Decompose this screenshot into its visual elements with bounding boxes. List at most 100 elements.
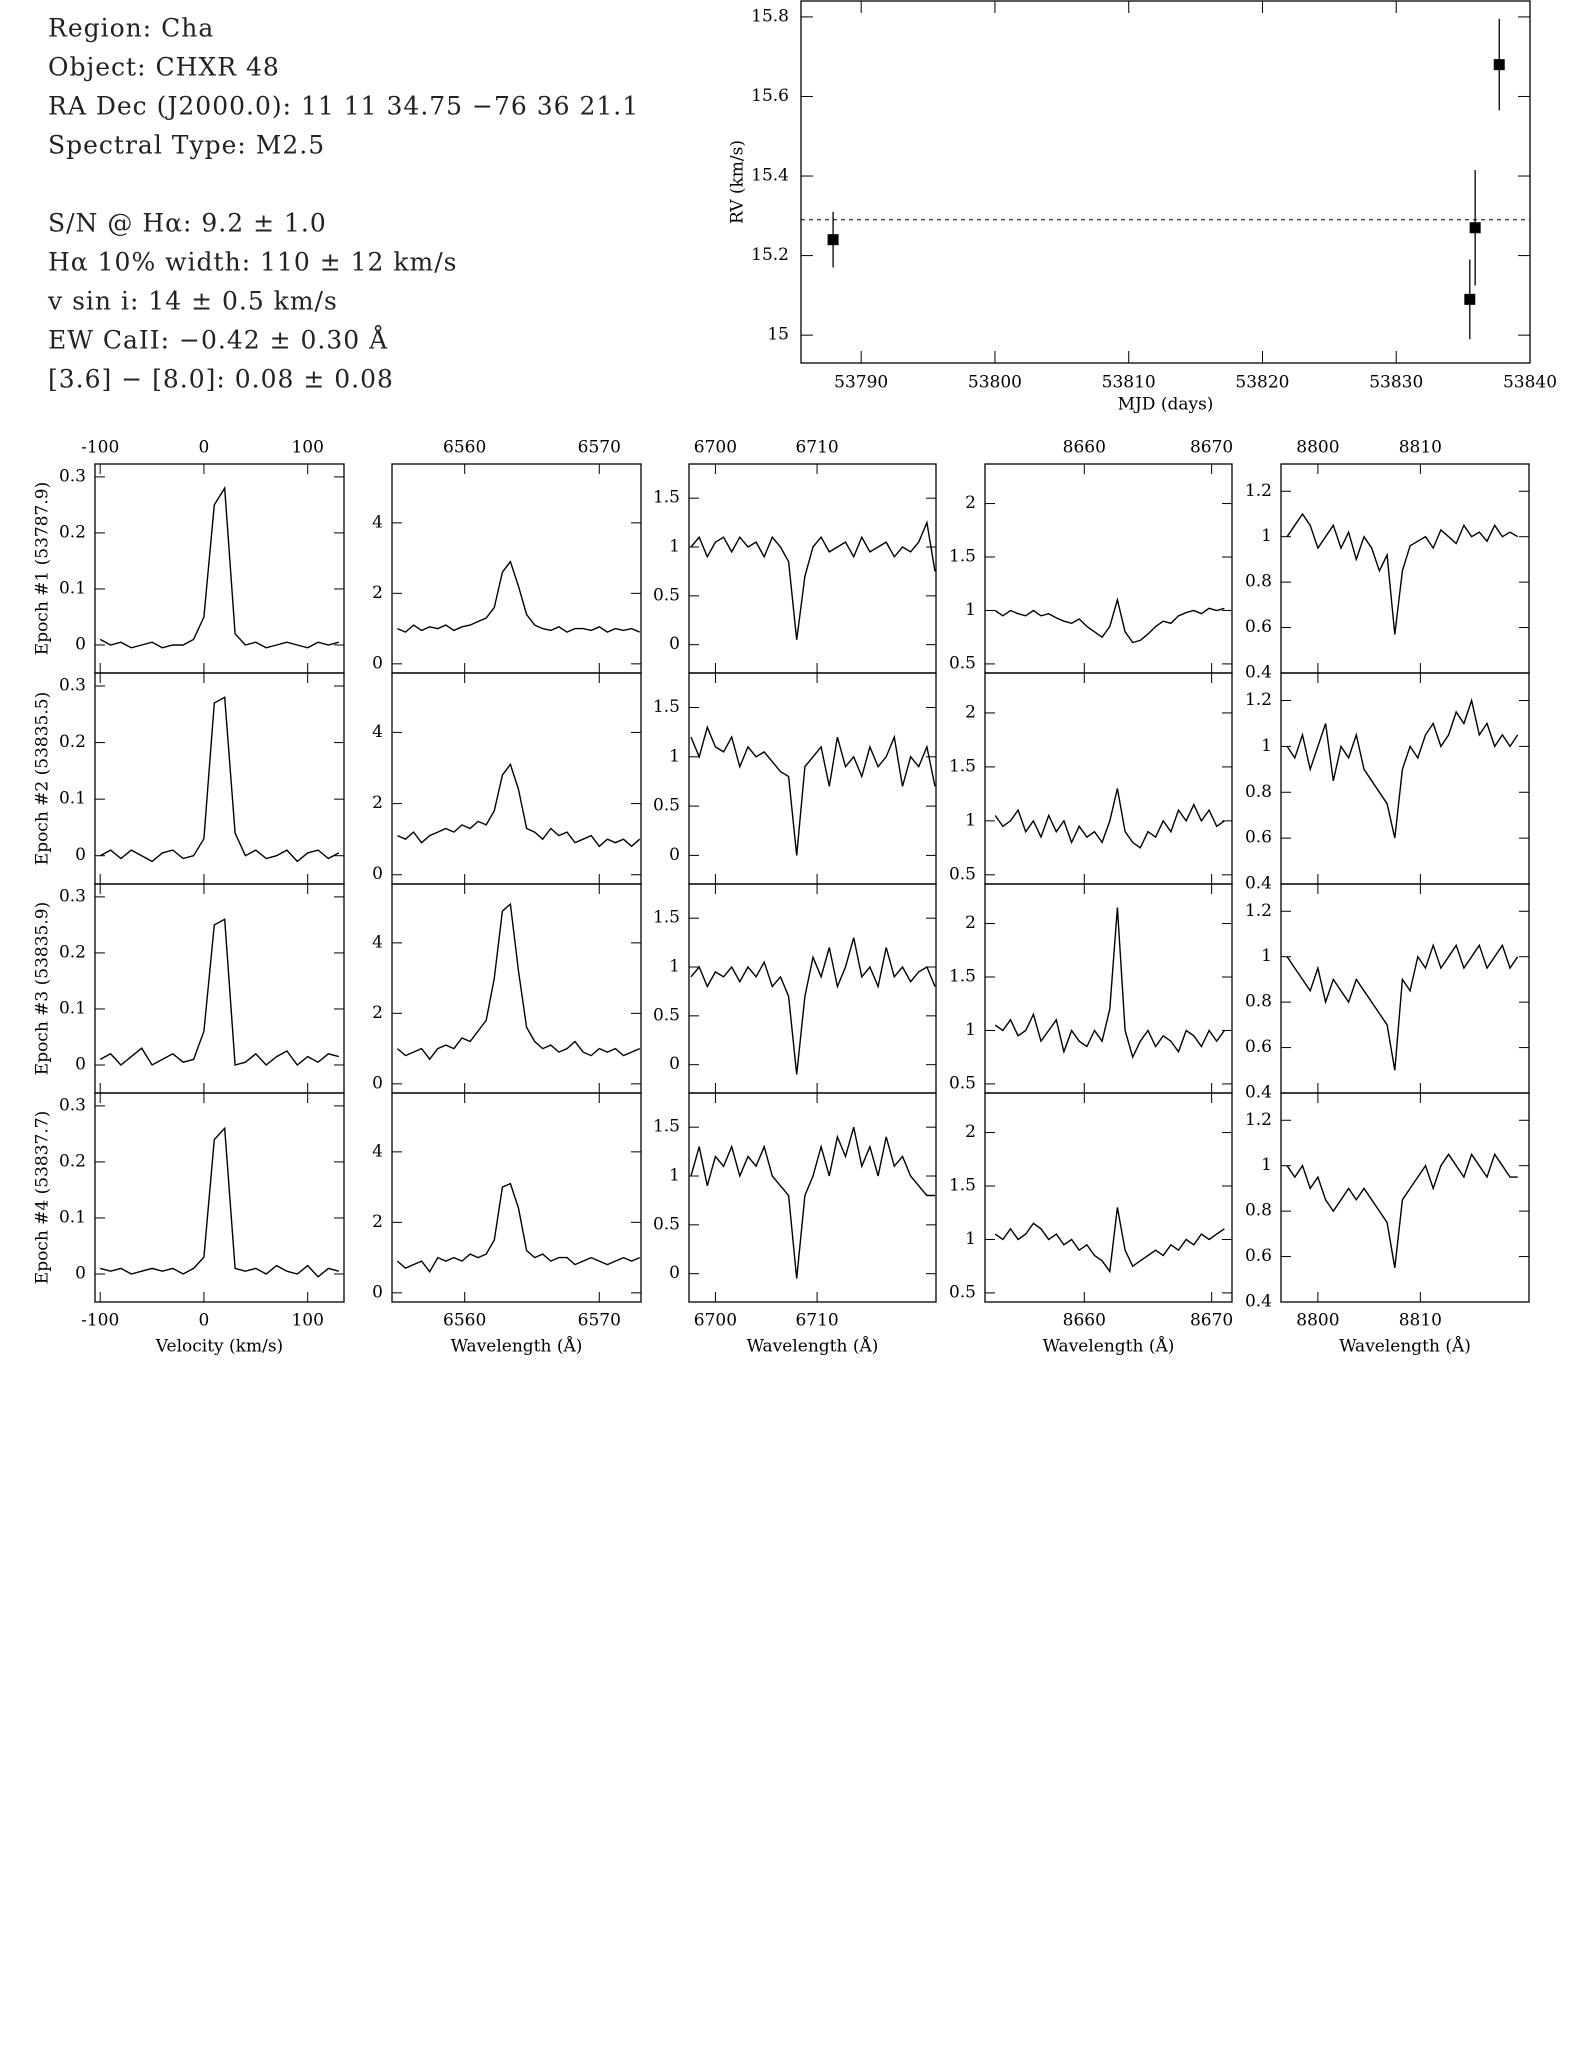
y-tick-label: 0.5: [949, 864, 976, 884]
info-line: Spectral Type: M2.5: [48, 131, 325, 160]
x-tick-label: 6560: [443, 438, 486, 458]
spectrum-line: [994, 907, 1225, 1060]
y-tick-label: 1.2: [1245, 690, 1272, 710]
x-tick-label: 6570: [578, 438, 621, 458]
x-tick-label: -100: [81, 438, 119, 458]
y-tick-label: 0.5: [949, 1073, 976, 1093]
x-tick-label: 53830: [1369, 373, 1423, 393]
panel-frame: [688, 672, 937, 885]
y-tick-label: 0.3: [59, 676, 86, 696]
y-tick-label: 15.4: [751, 166, 789, 186]
y-tick-label: 0.4: [1245, 1083, 1272, 1103]
spectrum-line: [99, 696, 340, 863]
panel-frame: [391, 883, 642, 1094]
panel-frame: [688, 463, 937, 674]
y-tick-label: 0.2: [59, 522, 86, 542]
y-tick-label: 2: [372, 1212, 383, 1232]
x-tick-label: 53790: [834, 373, 888, 393]
y-tick-label: 1: [965, 1229, 976, 1249]
info-line: Object: CHXR 48: [48, 53, 280, 82]
y-tick-label: 0.4: [1245, 1292, 1272, 1312]
y-tick-label: 0.8: [1245, 1201, 1272, 1221]
y-tick-label: 4: [372, 722, 383, 742]
y-tick-label: 0.2: [59, 1151, 86, 1171]
y-tick-label: 0: [669, 1054, 680, 1074]
y-tick-label: 1.5: [653, 697, 680, 717]
x-axis-label: Wavelength (Å): [747, 1336, 879, 1357]
panel-frame: [984, 883, 1233, 1094]
y-tick-label: 4: [372, 932, 383, 952]
y-tick-label: 0.2: [59, 732, 86, 752]
x-tick-label: 8660: [1063, 1311, 1106, 1331]
y-tick-label: 1: [1261, 526, 1272, 546]
panel-frame: [984, 1092, 1233, 1303]
x-tick-label: 6710: [795, 438, 838, 458]
x-tick-label: 8800: [1296, 438, 1339, 458]
y-tick-label: 1: [1261, 736, 1272, 756]
y-tick-label: 1: [965, 600, 976, 620]
info-line: S/N @ Hα: 9.2 ± 1.0: [48, 209, 327, 238]
y-tick-label: 0: [75, 634, 86, 654]
y-tick-label: 2: [965, 1122, 976, 1142]
spectrum-line: [1286, 1152, 1518, 1269]
y-tick-label: 0: [372, 1282, 383, 1302]
data-point: [1493, 59, 1505, 71]
x-tick-label: 53810: [1102, 373, 1156, 393]
spectrum-line: [397, 560, 640, 633]
data-point: [827, 234, 839, 246]
row-label: Epoch #2 (53835.5): [33, 692, 53, 865]
y-tick-label: 15.8: [751, 6, 789, 26]
y-tick-label: 0.6: [1245, 617, 1272, 637]
info-line: v sin i: 14 ± 0.5 km/s: [47, 287, 338, 316]
y-tick-label: 1: [669, 1166, 680, 1186]
panel-frame: [688, 883, 937, 1094]
panel-frame: [391, 463, 642, 674]
y-tick-label: 1: [1261, 946, 1272, 966]
y-tick-label: 1: [669, 746, 680, 766]
row-label: Epoch #4 (53837.7): [33, 1111, 53, 1284]
y-tick-label: 1.5: [949, 1176, 976, 1196]
spectrum-line: [396, 1182, 640, 1273]
y-tick-label: 1.2: [1245, 481, 1272, 501]
y-tick-label: 0.5: [949, 653, 976, 673]
x-axis-label: MJD (days): [1118, 395, 1214, 415]
y-tick-label: 0: [372, 1073, 383, 1093]
x-tick-label: 8660: [1063, 438, 1106, 458]
y-tick-label: 2: [372, 793, 383, 813]
spectrum-line: [690, 725, 936, 856]
y-tick-label: 15: [767, 325, 789, 345]
y-tick-label: 0.3: [59, 1095, 86, 1115]
y-tick-label: 0: [75, 1263, 86, 1283]
y-tick-label: 0.5: [949, 1282, 976, 1302]
y-tick-label: 4: [372, 1141, 383, 1161]
y-tick-label: 0.1: [59, 998, 86, 1018]
data-point: [1464, 293, 1476, 305]
x-tick-label: 6710: [795, 1311, 838, 1331]
x-axis-label: Wavelength (Å): [451, 1336, 583, 1357]
y-tick-label: 1: [965, 1020, 976, 1040]
spectrum-line: [690, 520, 936, 640]
y-tick-label: 0.6: [1245, 828, 1272, 848]
x-tick-label: 53800: [968, 373, 1022, 393]
panel-frame: [391, 1092, 642, 1303]
y-tick-label: 0.1: [59, 578, 86, 598]
x-tick-label: 8810: [1399, 1311, 1442, 1331]
row-label: Epoch #1 (53787.9): [33, 482, 53, 655]
info-line: EW CaII: −0.42 ± 0.30 Å: [48, 325, 388, 355]
panel-frame: [94, 672, 345, 885]
info-line: [3.6] − [8.0]: 0.08 ± 0.08: [48, 365, 394, 394]
panel-frame: [984, 672, 1233, 885]
panel-frame: [984, 463, 1233, 674]
spectrum-line: [1286, 943, 1519, 1071]
y-tick-label: 0.5: [653, 585, 680, 605]
info-line: RA Dec (J2000.0): 11 11 34.75 −76 36 21.…: [48, 92, 639, 121]
y-tick-label: 1: [669, 537, 680, 557]
x-tick-label: 8800: [1296, 1311, 1339, 1331]
y-tick-label: 15.2: [751, 245, 789, 265]
y-tick-label: 0: [669, 634, 680, 654]
x-tick-label: -100: [81, 1311, 119, 1331]
y-tick-label: 1.2: [1245, 1110, 1272, 1130]
info-line: Region: Cha: [48, 14, 214, 43]
y-tick-label: 0.6: [1245, 1246, 1272, 1266]
